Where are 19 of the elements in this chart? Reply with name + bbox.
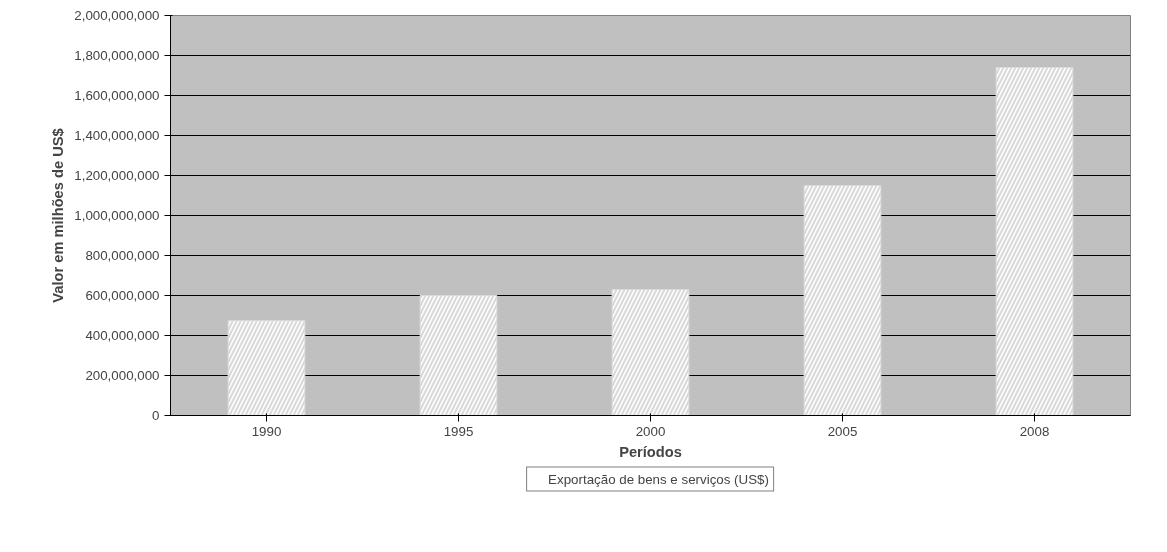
x-tick-label: 2000 bbox=[635, 423, 666, 439]
x-tick-label: 2008 bbox=[1019, 423, 1050, 439]
x-tick-label: 2005 bbox=[827, 423, 858, 439]
y-tick-label: 1,200,000,000 bbox=[74, 168, 160, 183]
y-tick-label: 1,800,000,000 bbox=[74, 48, 160, 63]
y-tick-label: 1,000,000,000 bbox=[74, 208, 160, 223]
y-tick-label: 0 bbox=[152, 408, 160, 423]
y-tick-label: 600,000,000 bbox=[85, 288, 160, 303]
y-tick-label: 1,400,000,000 bbox=[74, 128, 160, 143]
y-axis-title: Valor em milhões de US$ bbox=[50, 128, 67, 303]
x-tick-label: 1995 bbox=[443, 423, 474, 439]
y-tick-label: 400,000,000 bbox=[85, 328, 160, 343]
x-tick-label: 1990 bbox=[251, 423, 282, 439]
y-tick-label: 800,000,000 bbox=[85, 248, 160, 263]
x-axis-title: Períodos bbox=[619, 443, 682, 460]
y-tick-label: 1,600,000,000 bbox=[74, 88, 160, 103]
y-tick-label: 200,000,000 bbox=[85, 368, 160, 383]
y-tick-label: 2,000,000,000 bbox=[74, 8, 160, 23]
text: Exportação de bens e serviços (US$) bbox=[548, 471, 769, 487]
